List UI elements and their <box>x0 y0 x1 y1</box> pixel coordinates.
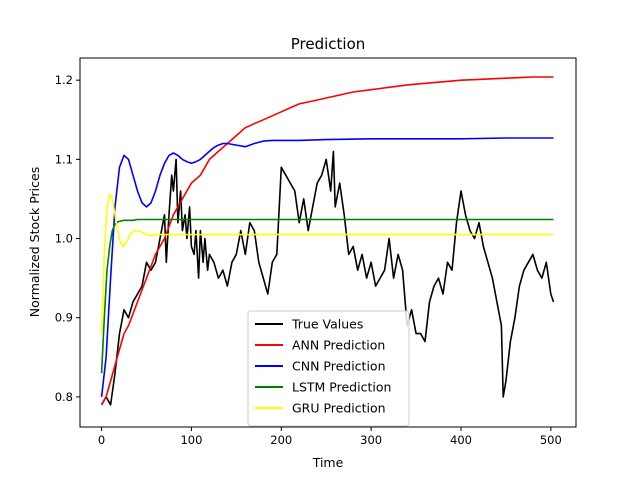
y-tick-label: 1.0 <box>55 232 73 246</box>
x-tick-label: 500 <box>540 433 562 447</box>
x-axis-label: Time <box>312 455 344 470</box>
legend: True Values ANN Prediction CNN Prediction L… <box>247 310 410 427</box>
x-axis: 0 100 200 300 400 500 <box>98 427 562 447</box>
y-tick-label: 0.9 <box>55 311 73 325</box>
legend-label: ANN Prediction <box>292 338 385 353</box>
y-tick-label: 1.1 <box>55 152 73 166</box>
legend-label: CNN Prediction <box>292 359 386 374</box>
x-tick-label: 300 <box>360 433 382 447</box>
chart-title: Prediction <box>291 35 366 53</box>
legend-label: LSTM Prediction <box>292 380 391 395</box>
series-line-ann-prediction <box>100 76 554 406</box>
x-tick-label: 0 <box>98 433 105 447</box>
y-tick-label: 1.2 <box>55 73 73 87</box>
y-axis-label: Normalized Stock Prices <box>27 167 42 317</box>
legend-label: True Values <box>291 317 363 332</box>
x-tick-label: 100 <box>180 433 202 447</box>
series-line-cnn-prediction <box>100 137 554 397</box>
plot-frame <box>79 57 577 428</box>
series-line-lstm-prediction <box>100 218 554 374</box>
y-axis: 0.8 0.9 1.0 1.1 1.2 <box>55 73 80 404</box>
x-tick-label: 400 <box>450 433 472 447</box>
y-tick-label: 0.8 <box>55 390 73 404</box>
legend-label: GRU Prediction <box>292 401 386 416</box>
series-lines <box>100 76 555 406</box>
series-line-gru-prediction <box>100 193 554 334</box>
x-tick-label: 200 <box>270 433 292 447</box>
legend-box <box>247 310 410 427</box>
